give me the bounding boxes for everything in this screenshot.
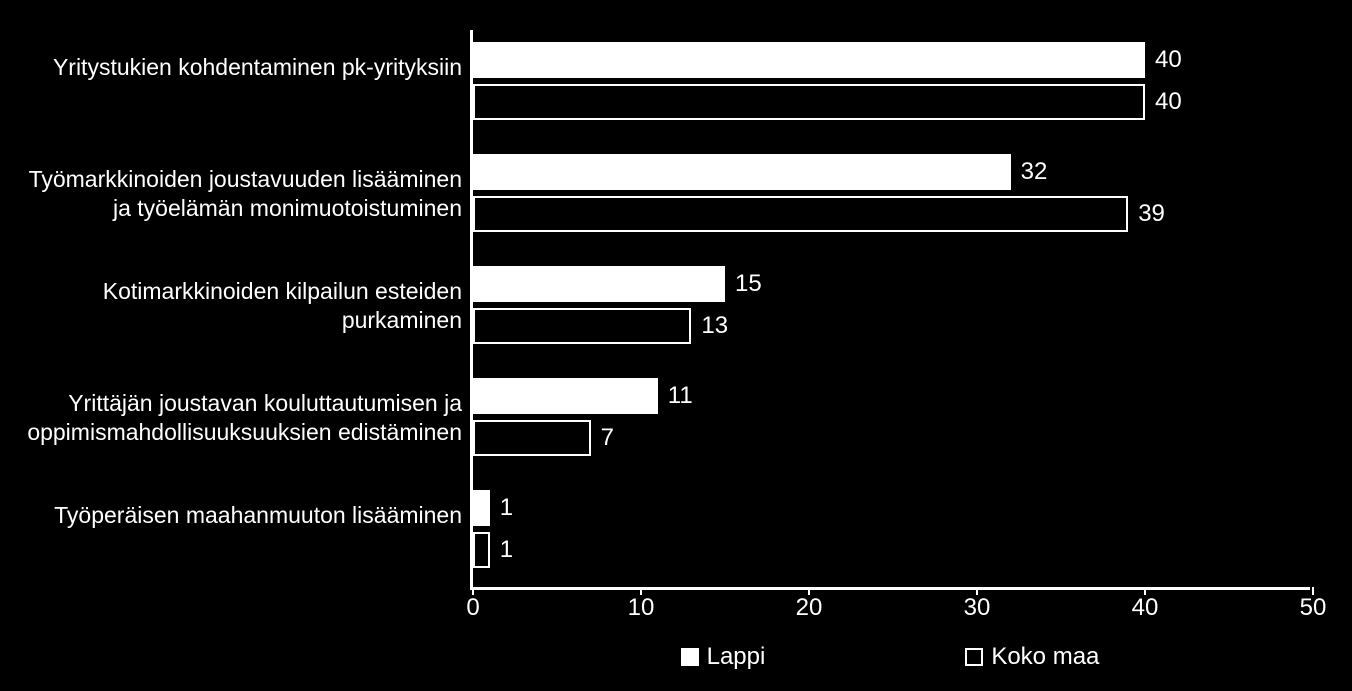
legend-item-kokomaa: Koko maa — [965, 643, 1099, 671]
category-label: Työperäisen maahanmuuton lisääminen — [12, 501, 462, 530]
category-label: Työmarkkinoiden joustavuuden lisääminen … — [12, 165, 462, 223]
legend-swatch-lappi — [681, 648, 699, 666]
legend: Lappi Koko maa — [470, 643, 1310, 671]
bar — [473, 266, 725, 302]
bar — [473, 532, 490, 568]
x-tick-label: 50 — [1300, 594, 1327, 622]
bar-value-label: 1 — [500, 536, 513, 564]
bar — [473, 308, 691, 344]
category-label: Yritystukien kohdentaminen pk-yrityksiin — [12, 53, 462, 82]
bar-value-label: 15 — [735, 270, 762, 298]
legend-item-lappi: Lappi — [681, 643, 766, 671]
category-label: Kotimarkkinoiden kilpailun esteiden purk… — [12, 277, 462, 335]
x-tick-label: 30 — [964, 594, 991, 622]
bar-value-label: 1 — [500, 494, 513, 522]
x-tick-label: 40 — [1132, 594, 1159, 622]
bar — [473, 42, 1145, 78]
plot-area: 0102030405040403239151311711 — [470, 30, 1310, 590]
bar — [473, 378, 658, 414]
bar — [473, 420, 591, 456]
bar — [473, 490, 490, 526]
bar-value-label: 40 — [1155, 88, 1182, 116]
legend-label-kokomaa: Koko maa — [991, 643, 1099, 671]
bar — [473, 196, 1128, 232]
category-label: Yrittäjän joustavan kouluttautumisen ja … — [12, 389, 462, 447]
x-tick-label: 0 — [466, 594, 479, 622]
chart-container: 0102030405040403239151311711 Lappi Koko … — [10, 10, 1342, 681]
legend-label-lappi: Lappi — [707, 643, 766, 671]
bar-value-label: 13 — [701, 312, 728, 340]
x-tick-label: 20 — [796, 594, 823, 622]
legend-swatch-kokomaa — [965, 648, 983, 666]
bar — [473, 154, 1011, 190]
x-tick-label: 10 — [628, 594, 655, 622]
bar — [473, 84, 1145, 120]
bar-value-label: 11 — [668, 382, 693, 410]
bar-value-label: 40 — [1155, 46, 1182, 74]
bar-value-label: 7 — [601, 424, 614, 452]
bar-value-label: 39 — [1138, 200, 1165, 228]
bar-value-label: 32 — [1021, 158, 1048, 186]
